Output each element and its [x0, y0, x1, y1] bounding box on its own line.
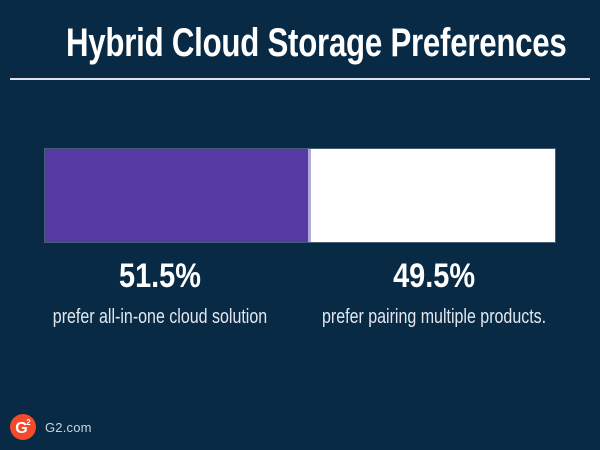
stat-caption-all-in-one: prefer all-in-one cloud solution: [52, 306, 268, 329]
bar-segment-all-in-one: [45, 149, 308, 242]
stat-caption-multiple-products: prefer pairing multiple products.: [321, 306, 547, 329]
g2-logo-circle: [10, 414, 36, 440]
g2-logo-superscript: 2: [26, 418, 31, 427]
stats-row: 51.5% prefer all-in-one cloud solution 4…: [26, 257, 574, 329]
bar-segment-divider: [307, 149, 311, 242]
stat-block-left: 51.5% prefer all-in-one cloud solution: [26, 257, 294, 329]
g2-logo-letter: G: [15, 420, 27, 437]
bar-segment-multiple-products: [310, 149, 555, 242]
stat-block-right: 49.5% prefer pairing multiple products.: [294, 257, 574, 329]
title-underline: [10, 78, 590, 80]
stacked-bar-chart: [45, 149, 555, 242]
stat-value-multiple-products: 49.5%: [393, 257, 475, 295]
page-title: Hybrid Cloud Storage Preferences: [66, 21, 567, 65]
footer-attribution: G 2 G2.com: [10, 414, 92, 440]
g2-logo-icon: G 2: [10, 414, 36, 440]
footer-brand-label: G2.com: [45, 419, 92, 435]
stat-value-all-in-one: 51.5%: [118, 257, 201, 295]
